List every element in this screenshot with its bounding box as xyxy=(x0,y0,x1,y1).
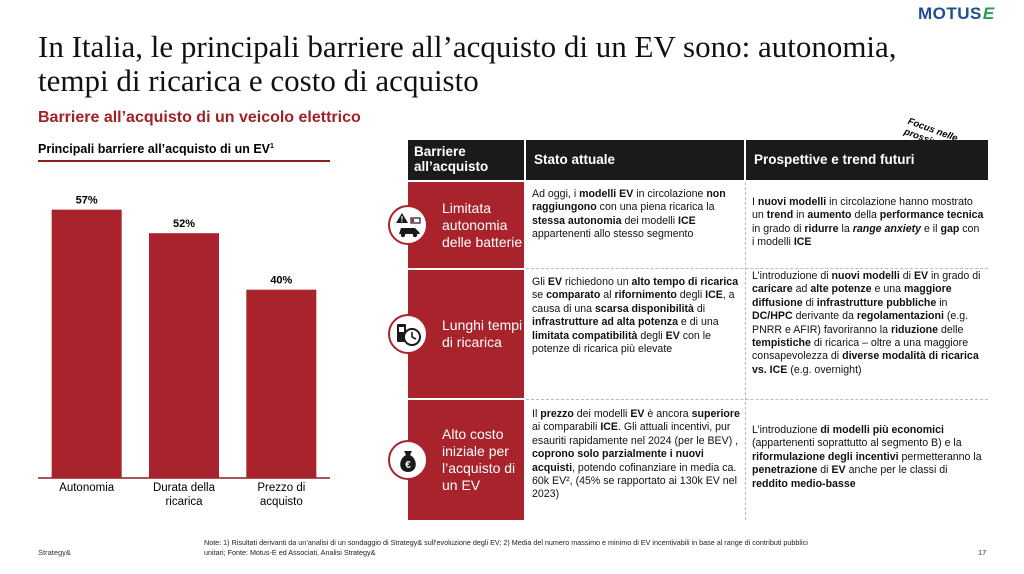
category-tick-label: Durata della ricarica xyxy=(153,482,216,508)
column-divider xyxy=(745,182,746,520)
row-range-current: Ad oggi, i modelli EV in circolazione no… xyxy=(532,188,726,241)
header-future-trends: Prospettive e trend futuri xyxy=(746,140,988,180)
svg-text:!: ! xyxy=(401,215,404,224)
category-label: Limitata autonomia delle batterie xyxy=(442,199,523,250)
category-charging-time: Lunghi tempi di ricarica xyxy=(408,270,524,398)
bar-value-label: 52% xyxy=(173,218,195,230)
logo-text: MOTUS xyxy=(918,4,982,23)
chart-title-text: Principali barriere all’acquisto di un E… xyxy=(38,142,271,156)
chart-title: Principali barriere all’acquisto di un E… xyxy=(38,142,274,156)
bar-chart: 57% Autonomia 52% Durata della ricarica 40% Pr… xyxy=(38,160,330,518)
page-number: 17 xyxy=(978,548,987,557)
category-tick-label: Autonomia xyxy=(59,482,115,494)
money-bag-icon: € xyxy=(388,440,428,480)
footer-brand: Strategy& xyxy=(38,548,71,557)
bar-value-label: 57% xyxy=(76,195,98,207)
row-divider xyxy=(526,268,988,269)
row-charging-current: Gli EV richiedono un alto tempo di ricar… xyxy=(532,276,739,356)
row-cost-future: L’introduzione di modelli più economici … xyxy=(752,424,982,490)
low-battery-car-icon: ! xyxy=(388,205,428,245)
row-range-future: I nuovi modelli in circolazione hanno mo… xyxy=(752,196,984,249)
row-divider xyxy=(526,399,988,400)
page-title: In Italia, le principali barriere all’ac… xyxy=(38,29,897,98)
header-current-state: Stato attuale xyxy=(526,140,744,180)
section-subtitle: Barriere all’acquisto di un veicolo elet… xyxy=(38,109,361,126)
bar-1 xyxy=(51,209,122,478)
row-cost-current: Il prezzo dei modelli EV è ancora superi… xyxy=(532,408,740,501)
bar-3 xyxy=(246,289,317,478)
charging-clock-icon xyxy=(388,314,428,354)
category-tick-label: Prezzo di acquisto xyxy=(257,482,305,508)
motus-e-logo: MOTUSE xyxy=(918,4,995,24)
header-barriers: Barriere all’acquisto xyxy=(408,140,524,180)
category-label: Lunghi tempi di ricarica xyxy=(442,317,523,350)
logo-mark: E xyxy=(982,4,995,23)
bar-value-label: 40% xyxy=(270,275,292,287)
row-charging-future: L’introduzione di nuovi modelli di EV in… xyxy=(752,270,981,376)
svg-text:€: € xyxy=(405,460,411,471)
category-label: Alto costo iniziale per l’acquisto di un… xyxy=(442,426,516,493)
bar-2 xyxy=(149,233,219,478)
bar-chart-canvas: 57% Autonomia 52% Durata della ricarica 40% Pr… xyxy=(38,195,330,508)
footer-note: Note: 1) Risultati derivanti da un’anali… xyxy=(204,538,808,557)
chart-title-footnote-ref: 1 xyxy=(270,142,274,150)
category-cost: Alto costo iniziale per l’acquisto di un… xyxy=(408,400,524,520)
category-range: Limitata autonomia delle batterie xyxy=(408,182,524,268)
